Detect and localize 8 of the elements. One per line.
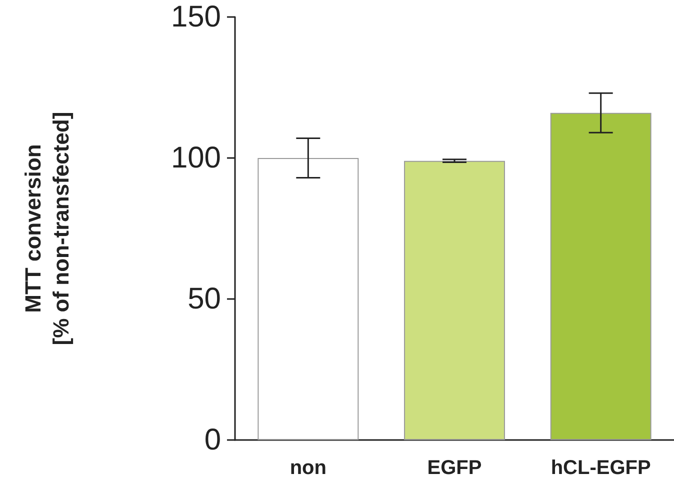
y-tick-label: 50	[188, 282, 221, 316]
y-axis-title: MTT conversion [% of non-transfected]	[20, 112, 74, 346]
y-tick-label: 0	[204, 424, 221, 456]
y-tick-label: 100	[170, 142, 221, 174]
y-tick-label: 150	[170, 0, 221, 34]
x-tick-label: hCL-EGFP	[550, 457, 651, 479]
x-tick-label: EGFP	[427, 457, 482, 479]
x-tick-label: non	[290, 457, 326, 479]
